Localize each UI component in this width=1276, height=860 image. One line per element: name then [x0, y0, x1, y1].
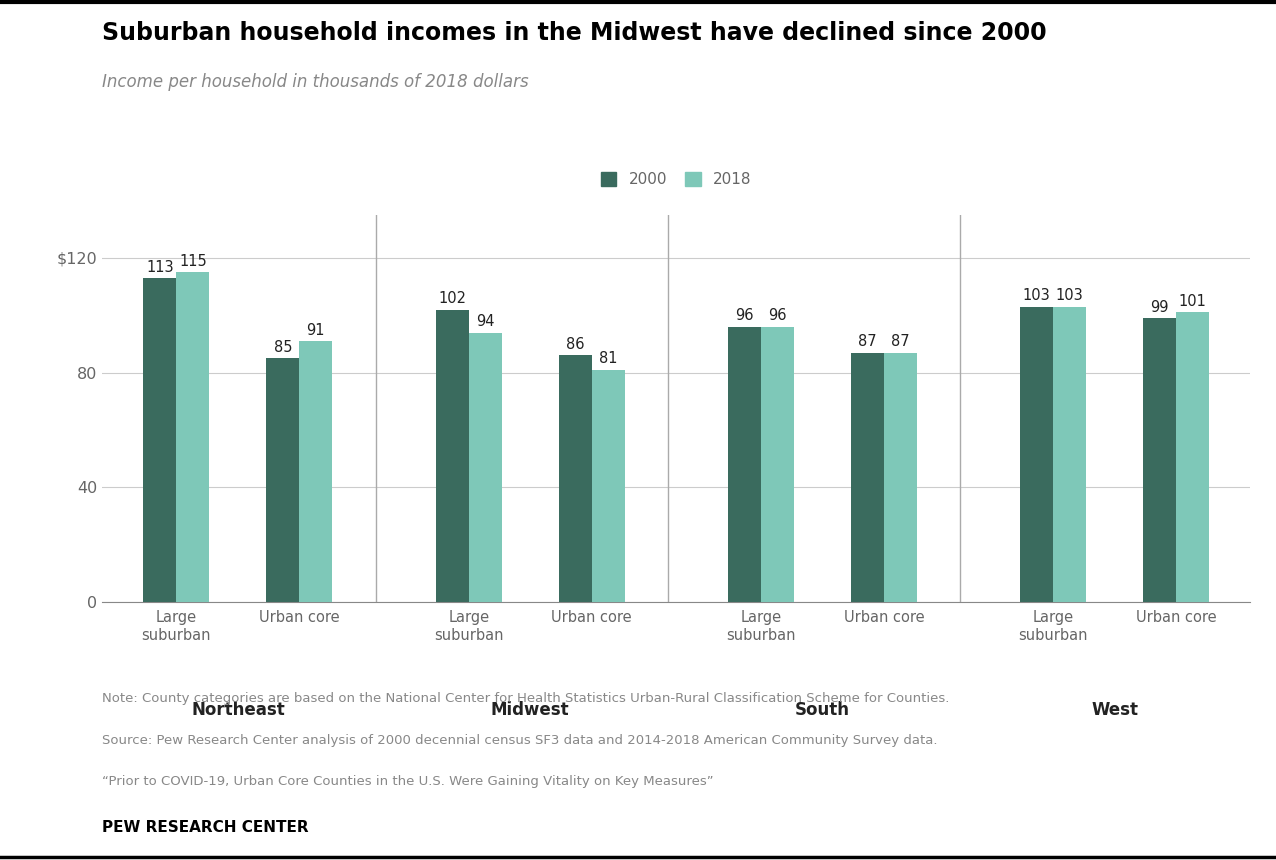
Text: Northeast: Northeast	[191, 701, 285, 719]
Text: 94: 94	[476, 314, 495, 329]
Text: 103: 103	[1023, 288, 1050, 304]
Text: “Prior to COVID-19, Urban Core Counties in the U.S. Were Gaining Vitality on Key: “Prior to COVID-19, Urban Core Counties …	[102, 775, 713, 788]
Bar	[435, 310, 468, 602]
Text: 113: 113	[145, 260, 174, 274]
Bar	[1176, 312, 1210, 602]
Bar	[1053, 307, 1086, 602]
Text: 91: 91	[306, 322, 325, 338]
Text: 103: 103	[1055, 288, 1083, 304]
Text: South: South	[795, 701, 850, 719]
Bar	[1143, 318, 1176, 602]
Bar	[468, 333, 501, 602]
Text: Midwest: Midwest	[491, 701, 569, 719]
Text: PEW RESEARCH CENTER: PEW RESEARCH CENTER	[102, 820, 309, 835]
Legend: 2000, 2018: 2000, 2018	[601, 172, 752, 187]
Text: Income per household in thousands of 2018 dollars: Income per household in thousands of 201…	[102, 73, 528, 91]
Bar	[267, 359, 300, 602]
Bar	[143, 278, 176, 602]
Text: 87: 87	[891, 335, 910, 349]
Text: 81: 81	[598, 352, 618, 366]
Bar	[760, 327, 794, 602]
Text: 101: 101	[1179, 294, 1207, 309]
Text: Suburban household incomes in the Midwest have declined since 2000: Suburban household incomes in the Midwes…	[102, 22, 1046, 46]
Text: 96: 96	[768, 309, 787, 323]
Bar	[559, 355, 592, 602]
Bar	[300, 341, 332, 602]
Text: 87: 87	[857, 335, 877, 349]
Bar	[1021, 307, 1053, 602]
Text: Source: Pew Research Center analysis of 2000 decennial census SF3 data and 2014-: Source: Pew Research Center analysis of …	[102, 734, 938, 746]
Text: Note: County categories are based on the National Center for Health Statistics U: Note: County categories are based on the…	[102, 692, 949, 705]
Text: 85: 85	[273, 340, 292, 355]
Bar	[727, 327, 760, 602]
Text: 115: 115	[179, 254, 207, 269]
Text: 86: 86	[565, 337, 584, 352]
Bar	[884, 353, 917, 602]
Bar	[851, 353, 884, 602]
Bar	[176, 273, 209, 602]
Text: 102: 102	[438, 292, 466, 306]
Text: 99: 99	[1151, 300, 1169, 315]
Bar	[592, 370, 625, 602]
Text: West: West	[1091, 701, 1138, 719]
Text: 96: 96	[735, 309, 754, 323]
